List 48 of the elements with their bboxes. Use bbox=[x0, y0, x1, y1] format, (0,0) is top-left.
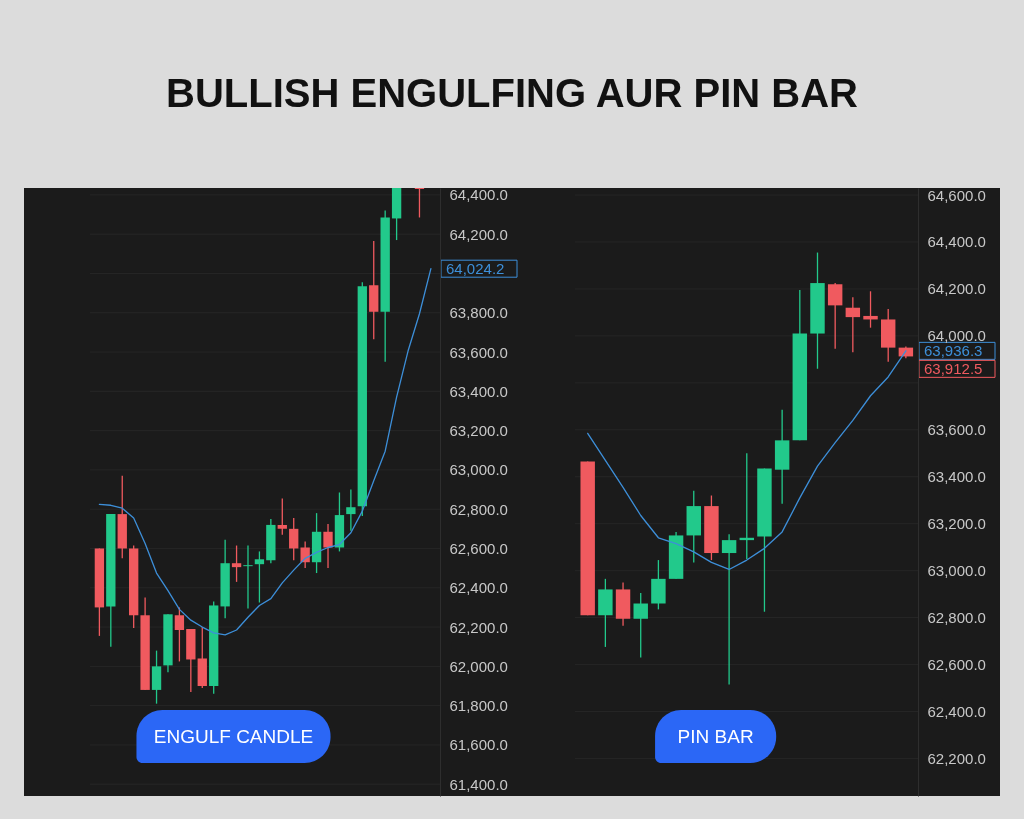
y-tick-label: 62,600.0 bbox=[449, 539, 508, 557]
candlestick bbox=[174, 606, 185, 663]
y-tick-label: 63,600.0 bbox=[449, 343, 508, 361]
text: 63,912.5 bbox=[924, 359, 983, 377]
y-tick-label: 63,800.0 bbox=[449, 304, 508, 322]
chart-title: BULLISH ENGULFING AUR PIN BAR bbox=[166, 71, 859, 116]
data-label: 64,024.2 bbox=[446, 259, 505, 277]
annotation: PIN BAR bbox=[677, 725, 754, 747]
candlestick bbox=[323, 523, 333, 569]
candlestick bbox=[633, 592, 648, 659]
y-tick-label: 63,400.0 bbox=[449, 382, 508, 400]
y-tick-label: 61,400.0 bbox=[449, 775, 508, 793]
candlestick bbox=[277, 497, 287, 536]
line-series bbox=[98, 268, 432, 636]
candlestick bbox=[243, 544, 253, 610]
annotation: ENGULF CANDLE bbox=[153, 725, 314, 747]
candlestick bbox=[254, 550, 265, 604]
y-tick-label: 64,400.0 bbox=[449, 186, 508, 204]
y-tick-label: 62,600.0 bbox=[927, 656, 986, 674]
y-tick-label: 62,000.0 bbox=[449, 657, 508, 675]
y-tick-label: 63,200.0 bbox=[449, 422, 508, 440]
candlestick bbox=[151, 649, 162, 705]
y-tick-label: 62,800.0 bbox=[927, 609, 986, 627]
y-tick-label: 64,400.0 bbox=[927, 233, 986, 251]
y-tick-label: 63,600.0 bbox=[927, 421, 986, 439]
y-tick-label: 64,600.0 bbox=[927, 186, 986, 204]
candlestick bbox=[231, 544, 242, 583]
y-tick-label: 62,200.0 bbox=[927, 749, 986, 767]
candlestick bbox=[414, 187, 425, 219]
y-tick-label: 64,200.0 bbox=[927, 280, 986, 298]
y-tick-label: 63,400.0 bbox=[927, 468, 986, 486]
y-tick-label: 63,000.0 bbox=[449, 461, 508, 479]
candlestick bbox=[289, 517, 299, 561]
y-tick-label: 62,200.0 bbox=[449, 618, 508, 636]
y-tick-label: 63,200.0 bbox=[927, 515, 986, 533]
candlestick bbox=[346, 488, 356, 532]
y-tick-label: 61,800.0 bbox=[449, 697, 508, 715]
y-tick-label: 61,600.0 bbox=[449, 736, 508, 754]
y-tick-label: 62,400.0 bbox=[927, 702, 986, 720]
y-tick-label: 63,000.0 bbox=[927, 562, 986, 580]
candlestick bbox=[827, 282, 843, 350]
y-tick-label: 64,200.0 bbox=[449, 225, 508, 243]
candlestick bbox=[300, 540, 310, 569]
candlestick bbox=[845, 296, 861, 353]
candlestick bbox=[721, 533, 737, 686]
y-tick-label: 62,800.0 bbox=[449, 500, 508, 518]
line-series bbox=[587, 350, 907, 571]
y-tick-label: 62,400.0 bbox=[449, 579, 508, 597]
